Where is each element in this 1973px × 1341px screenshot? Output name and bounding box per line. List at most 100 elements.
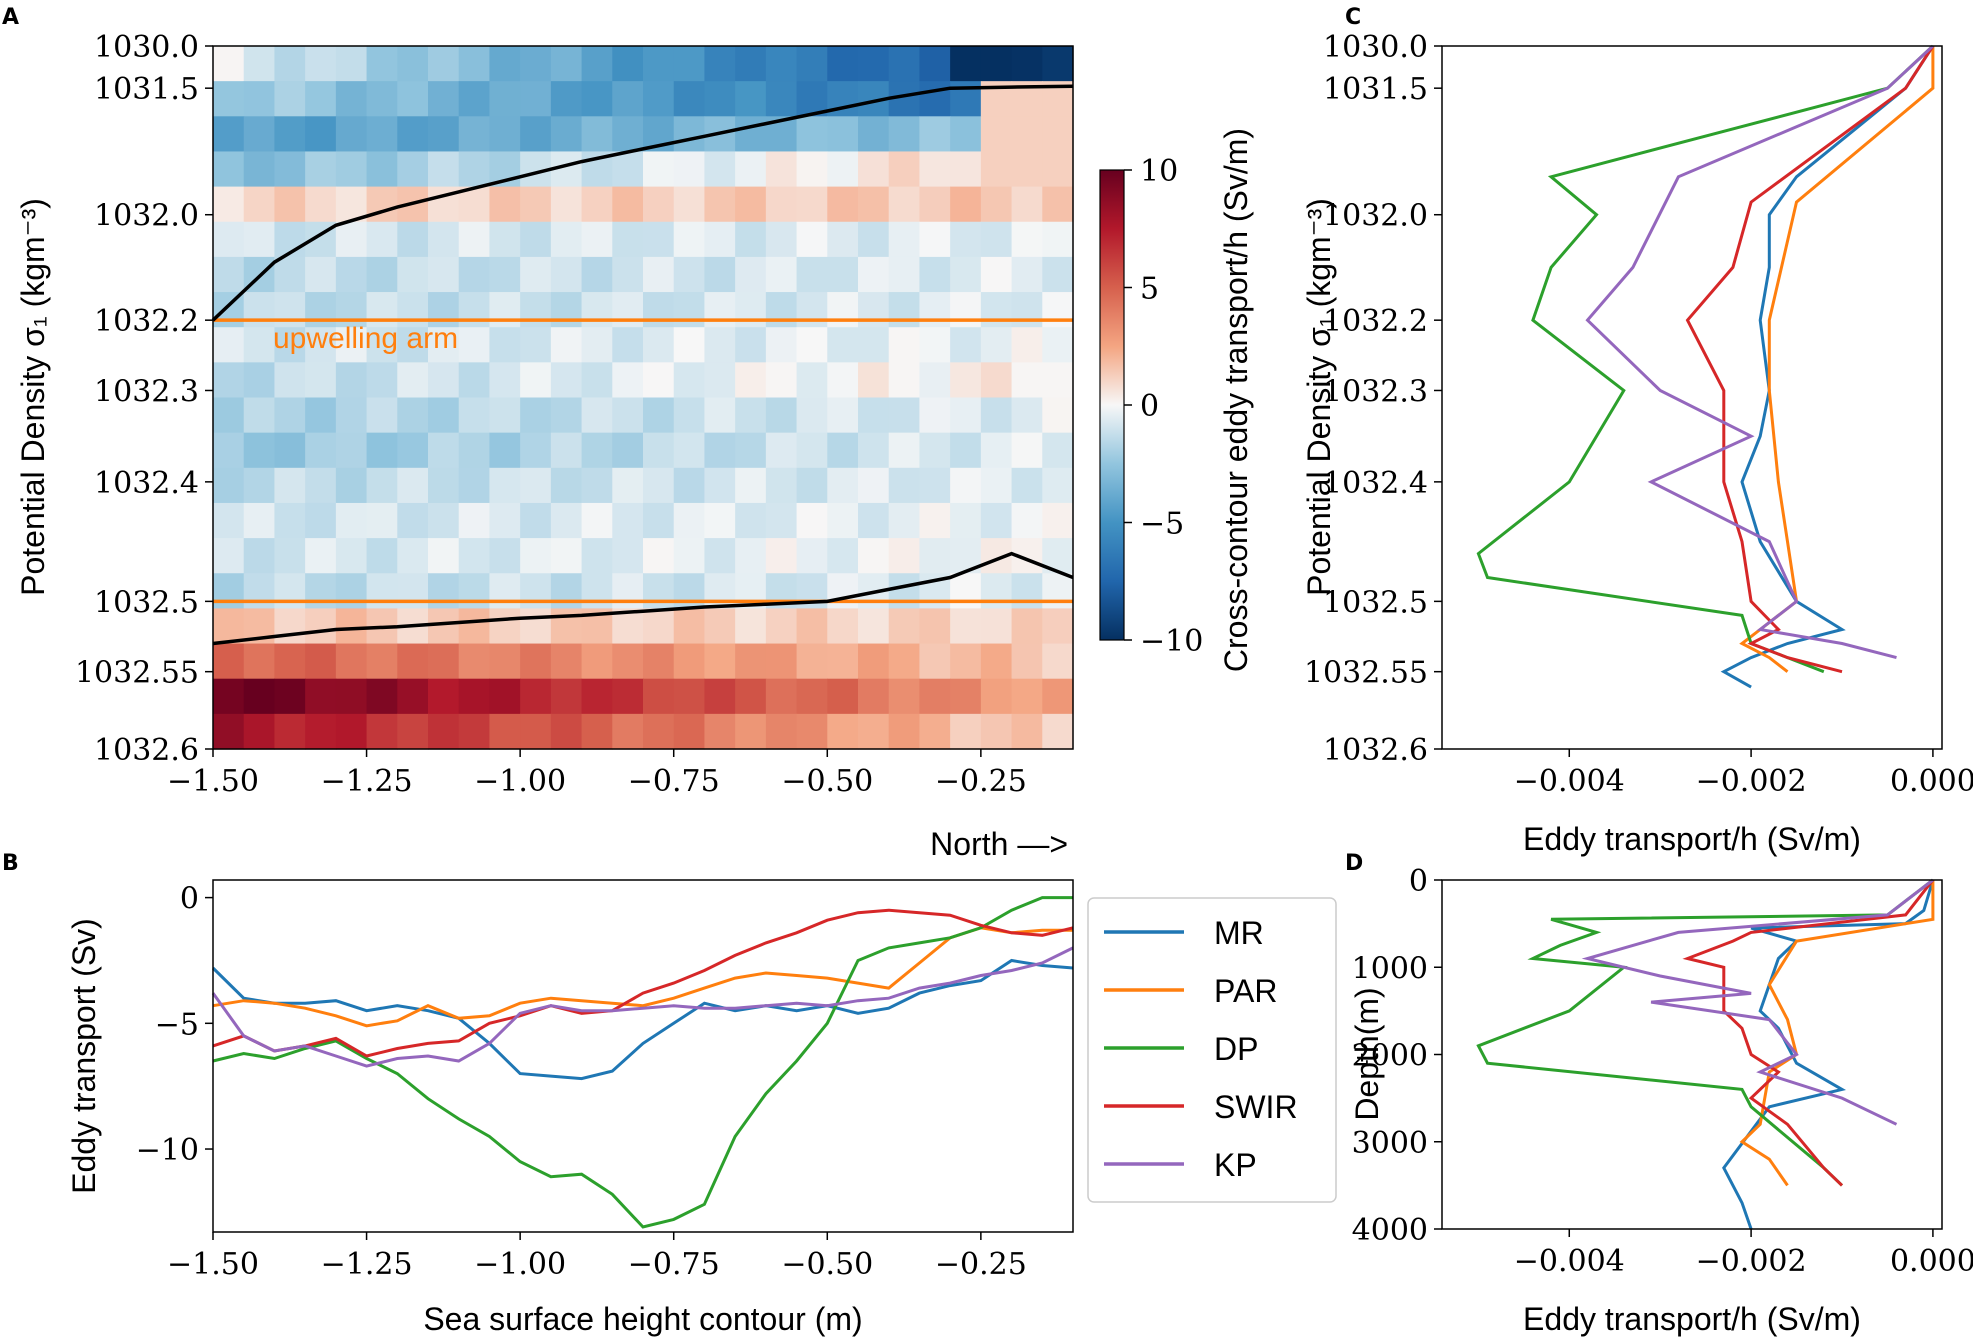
heatmap-cell bbox=[1042, 46, 1074, 82]
heatmap-cell bbox=[213, 397, 245, 434]
heatmap-cell bbox=[458, 643, 491, 680]
heatmap-cell bbox=[366, 643, 398, 680]
heatmap-cell bbox=[274, 678, 306, 715]
heatmap-cell bbox=[366, 116, 398, 153]
heatmap-cell bbox=[673, 713, 706, 750]
x-tick-label: −0.002 bbox=[1696, 1244, 1807, 1279]
heatmap-cell bbox=[335, 256, 368, 293]
heatmap-cell bbox=[243, 643, 276, 680]
heatmap-cell bbox=[673, 397, 706, 434]
x-tick-label: −1.50 bbox=[167, 764, 259, 799]
heatmap-cell bbox=[520, 186, 552, 223]
heatmap-cell bbox=[366, 678, 398, 715]
heatmap-cell bbox=[827, 608, 859, 645]
heatmap-cell bbox=[765, 467, 798, 504]
heatmap-cell bbox=[796, 713, 828, 750]
heatmap-cell bbox=[489, 292, 521, 328]
heatmap-cell bbox=[643, 538, 675, 574]
heatmap-cell bbox=[428, 573, 460, 609]
panel-d-series bbox=[1476, 878, 1935, 1230]
heatmap-cell bbox=[335, 46, 368, 82]
heatmap-cell bbox=[858, 362, 890, 399]
y-tick-label: 1032.3 bbox=[94, 374, 199, 409]
heatmap-cell bbox=[550, 221, 583, 258]
x-tick-label: −0.75 bbox=[628, 1247, 720, 1282]
heatmap-cell bbox=[919, 292, 951, 328]
heatmap-cell bbox=[796, 397, 828, 434]
heatmap-cell bbox=[612, 116, 644, 153]
heatmap-cell bbox=[550, 46, 583, 82]
heatmap-cell bbox=[305, 362, 337, 399]
y-tick-label: 1030.0 bbox=[1323, 30, 1428, 65]
heatmap-cell bbox=[1011, 467, 1043, 504]
heatmap-cell bbox=[274, 116, 306, 153]
heatmap-cell bbox=[765, 81, 798, 117]
heatmap-cell bbox=[397, 432, 429, 469]
heatmap-cell bbox=[980, 432, 1013, 469]
colorbar bbox=[1099, 169, 1125, 641]
panel-d-ylabel: Depth(m) bbox=[1349, 987, 1385, 1120]
heatmap-cell bbox=[858, 327, 890, 363]
heatmap-cell bbox=[612, 292, 644, 328]
heatmap-cell bbox=[980, 186, 1013, 223]
heatmap-cell bbox=[673, 116, 706, 153]
heatmap-cell bbox=[950, 502, 982, 539]
heatmap-cell bbox=[735, 678, 767, 715]
heatmap-cell bbox=[520, 397, 552, 434]
series-line-swir bbox=[1685, 45, 1935, 674]
x-tick-label: −1.50 bbox=[167, 1247, 259, 1282]
heatmap-cell bbox=[274, 432, 306, 469]
heatmap-cell bbox=[827, 397, 859, 434]
heatmap-cell bbox=[950, 643, 982, 680]
heatmap-cell bbox=[858, 502, 890, 539]
heatmap-cell bbox=[1011, 713, 1043, 750]
heatmap-cell bbox=[765, 432, 798, 469]
panel-a-frame bbox=[212, 45, 1074, 750]
heatmap-cell bbox=[704, 713, 736, 750]
upwelling-arm-label: upwelling arm bbox=[273, 322, 458, 355]
heatmap-cell bbox=[213, 713, 245, 750]
heatmap-cell bbox=[1011, 327, 1043, 363]
heatmap-cell bbox=[643, 327, 675, 363]
heatmap-cell bbox=[765, 713, 798, 750]
heatmap-cell bbox=[765, 327, 798, 363]
heatmap-cell bbox=[704, 292, 736, 328]
heatmap-cell bbox=[520, 256, 552, 293]
heatmap-cell bbox=[581, 678, 613, 715]
heatmap-cell bbox=[243, 538, 276, 574]
heatmap-cell bbox=[888, 151, 921, 188]
heatmap-cell bbox=[950, 221, 982, 258]
y-tick-label: 1032.3 bbox=[1323, 374, 1428, 409]
heatmap-cell bbox=[673, 573, 706, 609]
heatmap-cell bbox=[458, 467, 491, 504]
heatmap-cell bbox=[765, 362, 798, 399]
heatmap-cell bbox=[489, 81, 521, 117]
x-tick-label: −0.25 bbox=[935, 764, 1027, 799]
heatmap-cell bbox=[520, 608, 552, 645]
heatmap-cell bbox=[735, 292, 767, 328]
y-tick-label: 1032.0 bbox=[94, 199, 199, 234]
heatmap-cell bbox=[765, 678, 798, 715]
panel-d-yticks: 0 1000 2000 3000 4000 bbox=[1352, 864, 1442, 1248]
heatmap-cell bbox=[919, 221, 951, 258]
series-line-dp bbox=[212, 896, 1073, 1229]
heatmap-cell bbox=[213, 432, 245, 469]
colorbar-label: Cross-contour eddy transport/h (Sv/m) bbox=[1218, 128, 1254, 672]
legend-label-swir: SWIR bbox=[1214, 1089, 1298, 1125]
heatmap-cell bbox=[796, 502, 828, 539]
legend-box bbox=[1087, 897, 1337, 1203]
heatmap-cell bbox=[489, 608, 521, 645]
heatmap-cell bbox=[550, 362, 583, 399]
heatmap-cell bbox=[704, 397, 736, 434]
heatmap-cell bbox=[305, 573, 337, 609]
series-line-kp bbox=[1581, 878, 1934, 1126]
heatmap-cell bbox=[827, 432, 859, 469]
heatmap-cell bbox=[581, 432, 613, 469]
legend-label-dp: DP bbox=[1214, 1031, 1258, 1067]
heatmap-cell bbox=[274, 256, 306, 293]
heatmap-cell bbox=[643, 362, 675, 399]
heatmap-cell bbox=[1011, 116, 1043, 153]
heatmap-cell bbox=[305, 643, 337, 680]
heatmap-cell bbox=[489, 46, 521, 82]
x-tick-label: 0.000 bbox=[1890, 764, 1973, 799]
